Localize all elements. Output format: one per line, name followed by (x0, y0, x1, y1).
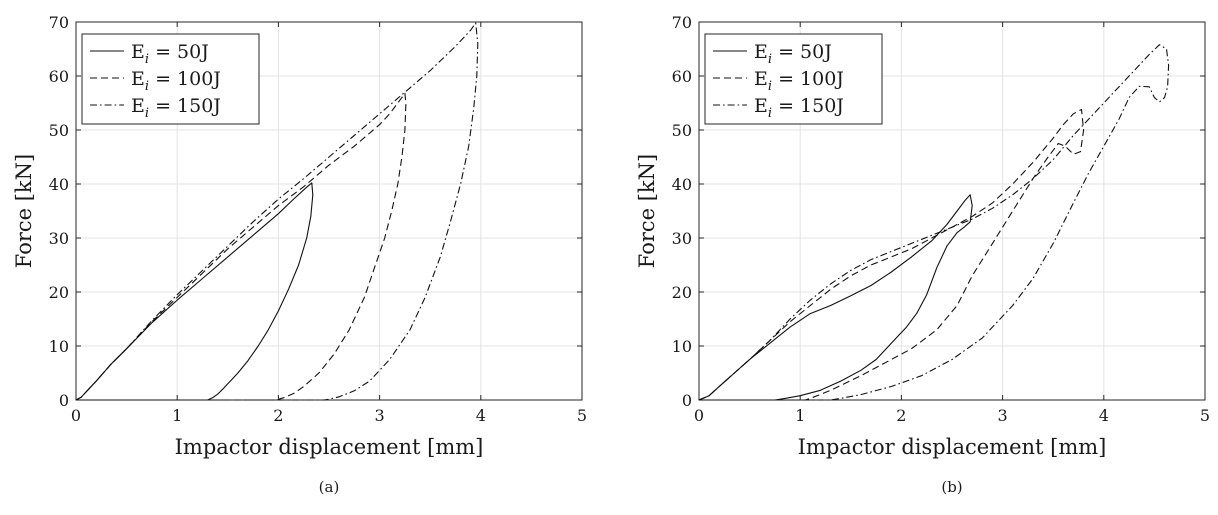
x-tick-label: 2 (273, 406, 283, 425)
legend-label-1: Ei = 50J (131, 41, 209, 67)
y-tick-label: 70 (49, 13, 69, 32)
series-line-3 (75, 22, 479, 401)
y-axis-label: Force [kN] (12, 154, 36, 268)
x-tick-label: 4 (1099, 406, 1109, 425)
y-tick-label: 50 (672, 121, 692, 140)
series-line-2 (75, 92, 407, 401)
x-tick-label: 5 (577, 406, 587, 425)
x-tick-label: 4 (476, 406, 486, 425)
y-tick-label: 20 (49, 283, 69, 302)
plot-area-frame (698, 21, 1206, 401)
legend-label-2: Ei = 100J (131, 68, 221, 94)
y-tick-label: 40 (49, 175, 69, 194)
series-line-1 (75, 182, 314, 401)
x-axis-label: Impactor displacement [mm] (175, 435, 484, 459)
y-tick-label: 60 (49, 67, 69, 86)
panel-caption: (b) (941, 478, 962, 496)
y-tick-label: 10 (672, 337, 692, 356)
x-tick-label: 3 (375, 406, 385, 425)
x-tick-label: 0 (694, 406, 704, 425)
series-line-3 (698, 44, 1170, 401)
x-tick-label: 3 (998, 406, 1008, 425)
x-tick-label: 0 (71, 406, 81, 425)
x-tick-label: 5 (1200, 406, 1210, 425)
y-tick-label: 30 (49, 229, 69, 248)
plot-area-frame (75, 21, 583, 401)
y-axis-label: Force [kN] (635, 154, 659, 268)
y-tick-label: 50 (49, 121, 69, 140)
y-tick-label: 60 (672, 67, 692, 86)
x-tick-label: 1 (795, 406, 805, 425)
panel-caption: (a) (319, 478, 340, 496)
y-tick-label: 10 (49, 337, 69, 356)
legend-label-3: Ei = 150J (754, 95, 844, 121)
series-line-1 (698, 194, 973, 401)
x-axis-label: Impactor displacement [mm] (798, 435, 1107, 459)
y-tick-label: 40 (672, 175, 692, 194)
x-tick-label: 1 (172, 406, 182, 425)
series-line-2 (698, 108, 1085, 401)
x-tick-label: 2 (896, 406, 906, 425)
y-tick-label: 0 (682, 391, 692, 410)
legend-box (704, 33, 883, 125)
y-tick-label: 70 (672, 13, 692, 32)
legend-label-3: Ei = 150J (131, 95, 221, 121)
legend-label-2: Ei = 100J (754, 68, 844, 94)
legend-label-1: Ei = 50J (754, 41, 832, 67)
legend-box (81, 33, 260, 125)
y-tick-label: 20 (672, 283, 692, 302)
y-tick-label: 0 (59, 391, 69, 410)
y-tick-label: 30 (672, 229, 692, 248)
